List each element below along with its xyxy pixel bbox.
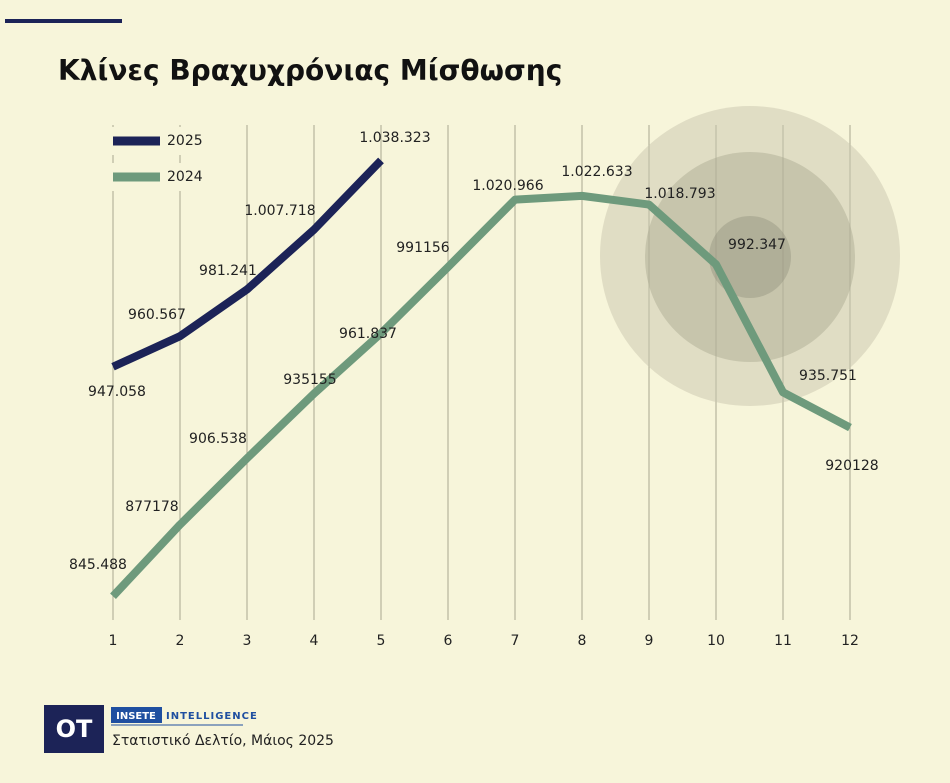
brand-sub: INTELLIGENCE <box>166 711 258 722</box>
data-label: 961.837 <box>339 326 397 342</box>
series-line <box>111 157 384 371</box>
logo-box <box>44 705 104 753</box>
brand: INSETE <box>116 711 156 722</box>
x-tick-label: 11 <box>774 633 792 649</box>
legend-label: 2024 <box>167 169 203 185</box>
data-label: 877178 <box>125 499 178 515</box>
source: Στατιστικό Δελτίο, Μάιος 2025 <box>112 733 334 749</box>
decor-circles <box>600 106 900 406</box>
x-tick-label: 5 <box>377 633 386 649</box>
data-label: 1.020.966 <box>472 178 543 194</box>
data-label: 935155 <box>283 372 336 388</box>
x-tick-label: 8 <box>578 633 587 649</box>
x-tick-label: 10 <box>707 633 725 649</box>
x-tick-label: 2 <box>176 633 185 649</box>
data-label: 960.567 <box>128 307 186 323</box>
data-label: 1.022.633 <box>561 164 632 180</box>
brand-box <box>111 707 162 723</box>
data-label: 845.488 <box>69 557 127 573</box>
legend-label: 2025 <box>167 133 203 149</box>
x-tick-label: 7 <box>511 633 520 649</box>
x-tick-label: 3 <box>243 633 252 649</box>
data-label: 906.538 <box>189 431 247 447</box>
data-label: 935.751 <box>799 368 857 384</box>
x-tick-label: 6 <box>444 633 453 649</box>
data-label: 920128 <box>825 458 878 474</box>
x-tick-label: 9 <box>645 633 654 649</box>
x-tick-label: 12 <box>841 633 859 649</box>
data-label: 1.007.718 <box>244 203 315 219</box>
data-label: 947.058 <box>88 384 146 400</box>
x-tick-label: 4 <box>310 633 319 649</box>
data-label: 991156 <box>396 240 450 256</box>
data-label: 1.038.323 <box>359 130 430 146</box>
data-label: 1.018.793 <box>644 186 715 202</box>
data-label: 992.347 <box>728 237 786 253</box>
series-line <box>110 191 852 600</box>
chart-title: Κλίνες Βραχυχρόνιας Μίσθωσης <box>58 54 562 87</box>
x-tick-label: 1 <box>109 633 118 649</box>
data-label: 981.241 <box>199 263 257 279</box>
logo: OT <box>56 715 93 743</box>
